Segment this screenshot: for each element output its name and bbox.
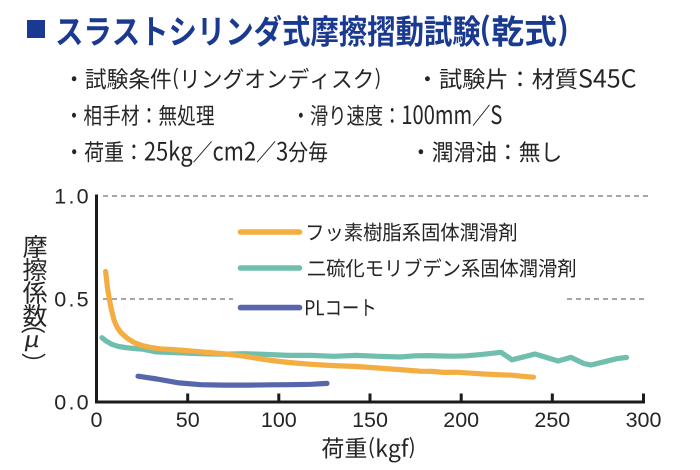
svg-text:50: 50	[176, 408, 200, 432]
svg-text:100: 100	[261, 408, 297, 432]
svg-text:300: 300	[626, 408, 662, 432]
svg-text:1.0: 1.0	[54, 185, 91, 209]
svg-text:250: 250	[534, 408, 570, 432]
svg-text:0: 0	[91, 408, 103, 432]
svg-text:150: 150	[352, 408, 388, 432]
svg-text:200: 200	[443, 408, 479, 432]
svg-text:0.5: 0.5	[54, 288, 91, 312]
svg-text:0.0: 0.0	[54, 391, 91, 415]
